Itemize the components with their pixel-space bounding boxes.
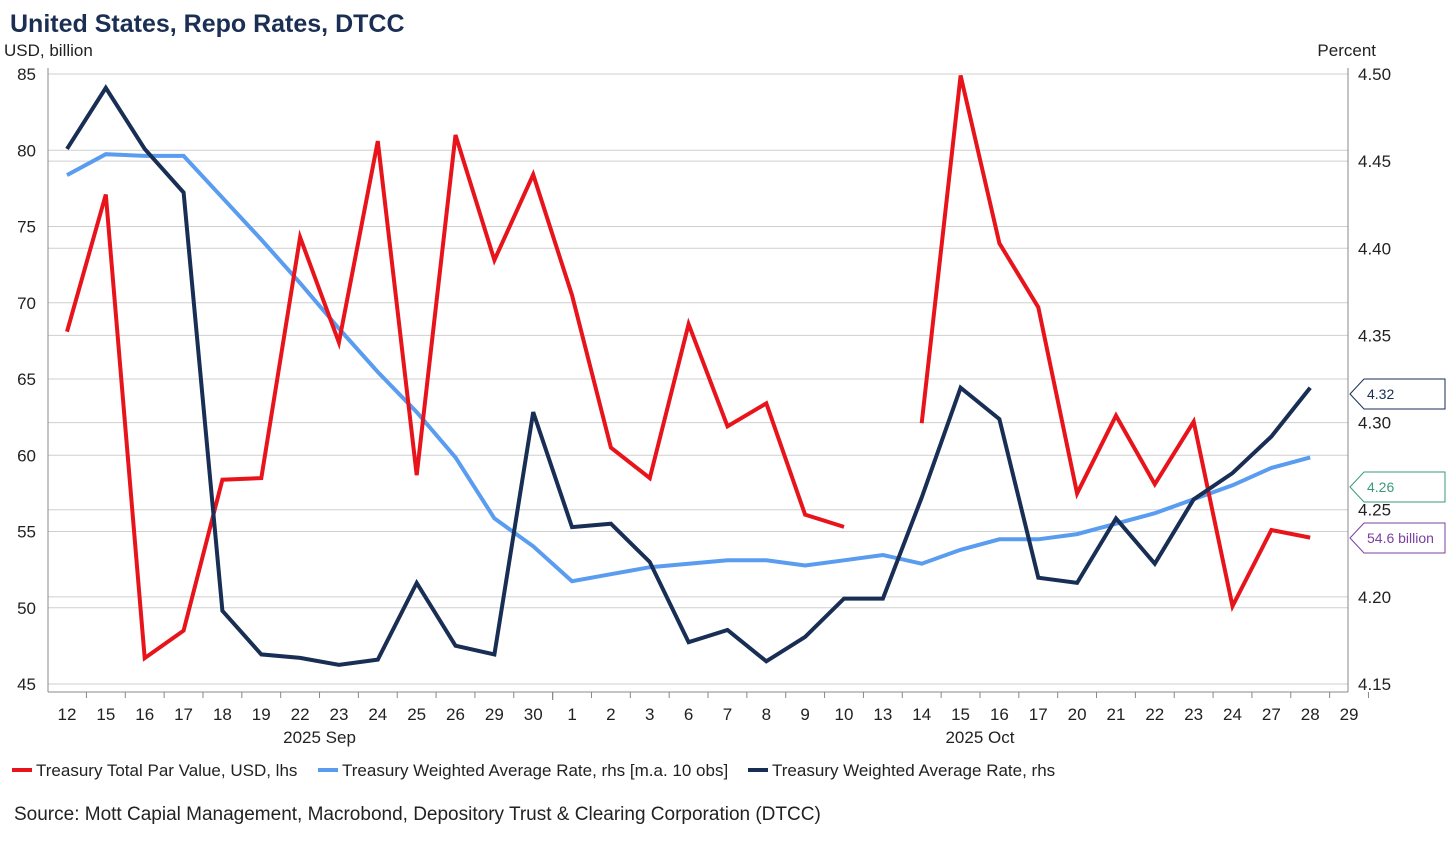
series-line-3: [65, 84, 1312, 667]
x-tick-label: 16: [990, 705, 1009, 724]
grid-lines: [47, 68, 1349, 693]
x-tick-label: 25: [407, 705, 426, 724]
series-line-2: [66, 152, 1311, 584]
end-value-labels: 4.32 4.26 54.6 billion: [1349, 378, 1446, 554]
x-tick-label: 22: [291, 705, 310, 724]
right-tick-label: 4.20: [1358, 588, 1391, 607]
x-tick-label: 17: [1029, 705, 1048, 724]
end-label-text: 4.26: [1367, 479, 1394, 495]
chart-title: United States, Repo Rates, DTCC: [10, 10, 405, 38]
end-label-badge: 54.6 billion: [1349, 522, 1446, 554]
right-tick-label: 4.30: [1358, 414, 1391, 433]
x-tick-label: 17: [174, 705, 193, 724]
series-layer: [65, 75, 1312, 667]
x-tick-label: 29: [485, 705, 504, 724]
x-tick-label: 12: [58, 705, 77, 724]
x-tick-label: 15: [96, 705, 115, 724]
x-tick-label: 28: [1301, 705, 1320, 724]
x-tick-label: 3: [645, 705, 654, 724]
x-tick-label: 26: [446, 705, 465, 724]
right-tick-label: 4.45: [1358, 152, 1391, 171]
x-tick-label: 10: [835, 705, 854, 724]
x-tick-label: 13: [873, 705, 892, 724]
series-line-1: [65, 134, 845, 662]
x-tick-label: 24: [1223, 705, 1242, 724]
legend-label: Treasury Total Par Value, USD, lhs: [36, 761, 297, 780]
x-tick-label: 8: [762, 705, 771, 724]
legend-label: Treasury Weighted Average Rate, rhs [m.a…: [342, 761, 728, 780]
left-tick-label: 75: [17, 218, 36, 237]
x-tick-label: 29: [1340, 705, 1359, 724]
end-label-box: [1349, 378, 1446, 410]
x-tick-label: 9: [800, 705, 809, 724]
left-tick-label: 85: [17, 65, 36, 84]
left-axis-label: USD, billion: [4, 41, 93, 60]
right-tick-label: 4.50: [1358, 65, 1391, 84]
end-label-text: 4.32: [1367, 386, 1394, 402]
left-tick-label: 70: [17, 294, 36, 313]
left-tick-label: 45: [17, 675, 36, 694]
x-tick-label: 27: [1262, 705, 1281, 724]
left-tick-label: 50: [17, 599, 36, 618]
legend-label: Treasury Weighted Average Rate, rhs: [772, 761, 1055, 780]
x-axis: 12 15 16 17 18 19 22 23 24 25 26 29 30 1 2 3 6 7 8 9 10 13 14 1…: [58, 692, 1369, 747]
left-axis-ticks: 85 80 75 70 65 60 55 50 45: [17, 65, 36, 694]
left-tick-label: 55: [17, 523, 36, 542]
x-tick-label: 21: [1106, 705, 1125, 724]
left-tick-label: 60: [17, 446, 36, 465]
period-label: 2025 Sep: [283, 728, 356, 747]
x-tick-label: 2: [606, 705, 615, 724]
source-note: Source: Mott Capial Management, Macrobon…: [14, 804, 821, 825]
x-tick-label: 6: [684, 705, 693, 724]
x-tick-label: 23: [329, 705, 348, 724]
end-label-text: 54.6 billion: [1367, 530, 1434, 546]
x-tick-label: 1: [567, 705, 576, 724]
x-tick-label: 20: [1068, 705, 1087, 724]
x-tick-label: 19: [252, 705, 271, 724]
left-tick-label: 65: [17, 370, 36, 389]
legend: Treasury Total Par Value, USD, lhs Treasu…: [12, 761, 1055, 780]
x-tick-label: 24: [368, 705, 387, 724]
right-axis-label: Percent: [1317, 41, 1376, 60]
x-tick-label: 30: [524, 705, 543, 724]
end-label-badge: 4.26: [1349, 471, 1446, 503]
x-tick-label: 16: [135, 705, 154, 724]
end-label-badge: 4.32: [1349, 378, 1446, 410]
right-tick-label: 4.15: [1358, 675, 1391, 694]
x-tick-label: 18: [213, 705, 232, 724]
end-label-box: [1349, 471, 1446, 503]
period-label: 2025 Oct: [945, 728, 1014, 747]
right-axis-ticks: 4.50 4.45 4.40 4.35 4.30 4.25 4.20 4.15: [1358, 65, 1391, 694]
x-tick-label: 23: [1184, 705, 1203, 724]
x-tick-label: 22: [1145, 705, 1164, 724]
right-tick-label: 4.35: [1358, 326, 1391, 345]
legend-item: Treasury Total Par Value, USD, lhs: [12, 761, 297, 780]
legend-item: Treasury Weighted Average Rate, rhs: [748, 761, 1055, 780]
end-label-box: [1349, 522, 1446, 554]
right-tick-label: 4.40: [1358, 239, 1391, 258]
x-tick-label: 7: [723, 705, 732, 724]
series-line-1: [919, 75, 1311, 613]
right-tick-label: 4.25: [1358, 501, 1391, 520]
left-tick-label: 80: [17, 141, 36, 160]
legend-item: Treasury Weighted Average Rate, rhs [m.a…: [318, 761, 728, 780]
x-tick-label: 14: [912, 705, 931, 724]
x-tick-label: 15: [951, 705, 970, 724]
